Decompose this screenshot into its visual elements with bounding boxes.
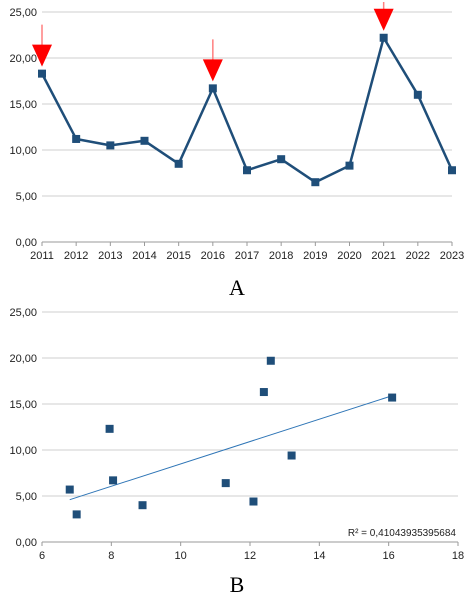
data-point	[388, 393, 397, 402]
y-tick-label: 5,00	[16, 191, 37, 203]
x-tick-label: 2021	[371, 250, 395, 262]
data-point	[138, 501, 147, 510]
r-squared-label: R² = 0,41043935395684	[348, 528, 457, 539]
series-line	[40, 36, 454, 184]
x-tick-label: 8	[108, 550, 114, 562]
x-tick-label: 14	[313, 550, 325, 562]
data-point	[72, 510, 81, 519]
x-tick-label: 12	[244, 550, 256, 562]
y-tick-label: 0,00	[16, 237, 37, 249]
x-tick-label: 2017	[235, 250, 259, 262]
data-point	[72, 134, 81, 143]
x-tick-label: 2013	[98, 250, 122, 262]
data-point	[106, 141, 115, 150]
data-point	[249, 497, 258, 506]
x-tick-label: 2019	[303, 250, 327, 262]
data-point	[413, 90, 422, 99]
data-point	[345, 161, 354, 170]
x-tick-label: 2023	[440, 250, 464, 262]
x-tick-label: 2011	[30, 250, 54, 262]
y-tick-label: 25,00	[9, 7, 37, 19]
y-tick-label: 5,00	[16, 491, 37, 503]
data-point	[208, 84, 217, 93]
x-tick-label: 2020	[337, 250, 361, 262]
x-tick-label: 2016	[201, 250, 225, 262]
data-point	[174, 159, 183, 168]
x-tick-label: 10	[175, 550, 187, 562]
data-point	[287, 451, 296, 460]
data-point	[379, 33, 388, 42]
x-tick-label: 6	[39, 550, 45, 562]
y-tick-label: 15,00	[9, 99, 37, 111]
y-tick-label: 25,00	[9, 307, 37, 319]
y-tick-label: 0,00	[16, 537, 37, 549]
y-tick-label: 10,00	[9, 145, 37, 157]
panel-label-b: B	[230, 572, 245, 596]
y-tick-label: 10,00	[9, 445, 37, 457]
data-point	[266, 356, 275, 365]
data-point	[38, 69, 46, 78]
peak-arrow-icon	[202, 59, 223, 82]
chart-a: 0,00 5,00 10,00 15,00 20,00 25,00 2011 2012 2013…	[9, 2, 464, 262]
data-point	[65, 485, 74, 494]
data-point	[243, 166, 251, 175]
y-tick-label: 15,00	[9, 399, 37, 411]
peak-arrow-icon	[373, 8, 394, 31]
y-tick-label: 20,00	[9, 53, 37, 65]
x-tick-label: 2014	[132, 250, 156, 262]
data-point	[448, 166, 456, 175]
x-tick-label: 2018	[269, 250, 293, 262]
trendline	[69, 395, 393, 501]
x-tick-label: 18	[452, 550, 464, 562]
data-point	[311, 178, 320, 187]
data-point	[105, 424, 114, 433]
y-tick-label: 20,00	[9, 353, 37, 365]
chart-b: 0,00 5,00 10,00 15,00 20,00 25,00 6 8 10 12 14 16 18…	[9, 307, 464, 562]
x-tick-label: 2022	[406, 250, 430, 262]
x-tick-label: 2015	[166, 250, 190, 262]
data-point	[221, 479, 230, 488]
data-point	[259, 388, 268, 397]
peak-arrow-icon	[32, 44, 52, 67]
data-point	[277, 155, 286, 164]
x-tick-label: 16	[383, 550, 395, 562]
data-point	[109, 476, 118, 485]
panel-label-a: A	[229, 275, 245, 300]
x-tick-label: 2012	[64, 250, 88, 262]
data-point	[140, 136, 149, 145]
